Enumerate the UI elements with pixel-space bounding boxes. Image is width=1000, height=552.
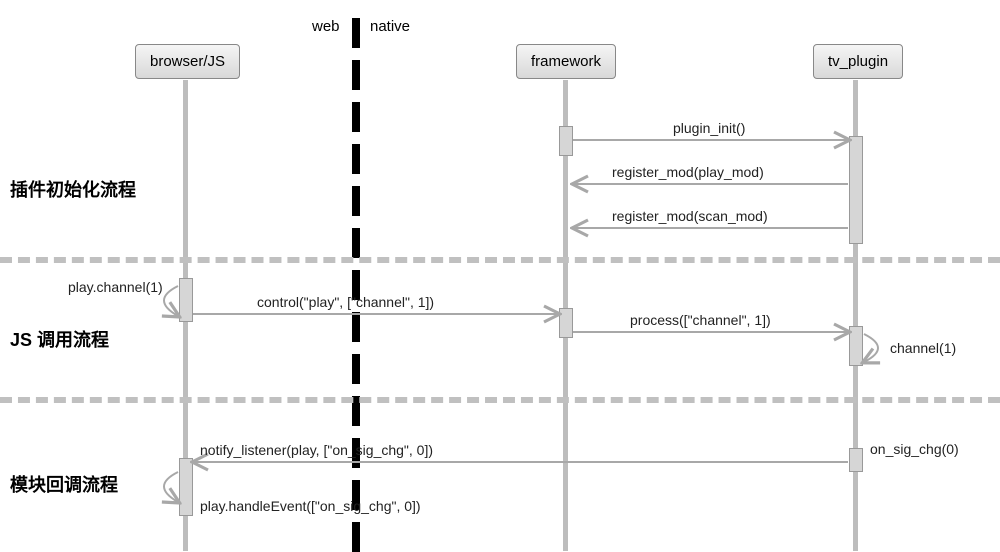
msg-notify: notify_listener(play, ["on_sig_chg", 0]) bbox=[200, 442, 433, 458]
lifeline-head-tvplugin: tv_plugin bbox=[813, 44, 903, 79]
section-callback-label: 模块回调流程 bbox=[10, 471, 118, 497]
section-jscall-label: JS 调用流程 bbox=[10, 326, 109, 352]
activation-browser-cb bbox=[179, 458, 193, 516]
msg-on-sig-chg: on_sig_chg(0) bbox=[870, 441, 959, 457]
domain-web-label: web bbox=[312, 18, 340, 35]
h-divider-1 bbox=[0, 257, 1000, 263]
activation-browser-call bbox=[179, 278, 193, 322]
h-divider-2 bbox=[0, 397, 1000, 403]
section-init-label: 插件初始化流程 bbox=[10, 176, 136, 202]
msg-register-scan: register_mod(scan_mod) bbox=[612, 208, 768, 224]
domain-native-label: native bbox=[370, 18, 410, 35]
lifeline-head-browser: browser/JS bbox=[135, 44, 240, 79]
msg-control: control("play", ["channel", 1]) bbox=[257, 294, 434, 310]
activation-framework-call bbox=[559, 308, 573, 338]
msg-register-play: register_mod(play_mod) bbox=[612, 164, 764, 180]
activation-framework-init bbox=[559, 126, 573, 156]
msg-process: process(["channel", 1]) bbox=[630, 312, 771, 328]
msg-channel: channel(1) bbox=[890, 340, 956, 356]
lifeline-head-framework: framework bbox=[516, 44, 616, 79]
activation-tvplugin-call bbox=[849, 326, 863, 366]
msg-plugin-init: plugin_init() bbox=[673, 120, 745, 136]
activation-tvplugin-init bbox=[849, 136, 863, 244]
msg-handle-event: play.handleEvent(["on_sig_chg", 0]) bbox=[200, 498, 421, 514]
activation-tvplugin-cb bbox=[849, 448, 863, 472]
msg-play-channel: play.channel(1) bbox=[68, 279, 163, 295]
